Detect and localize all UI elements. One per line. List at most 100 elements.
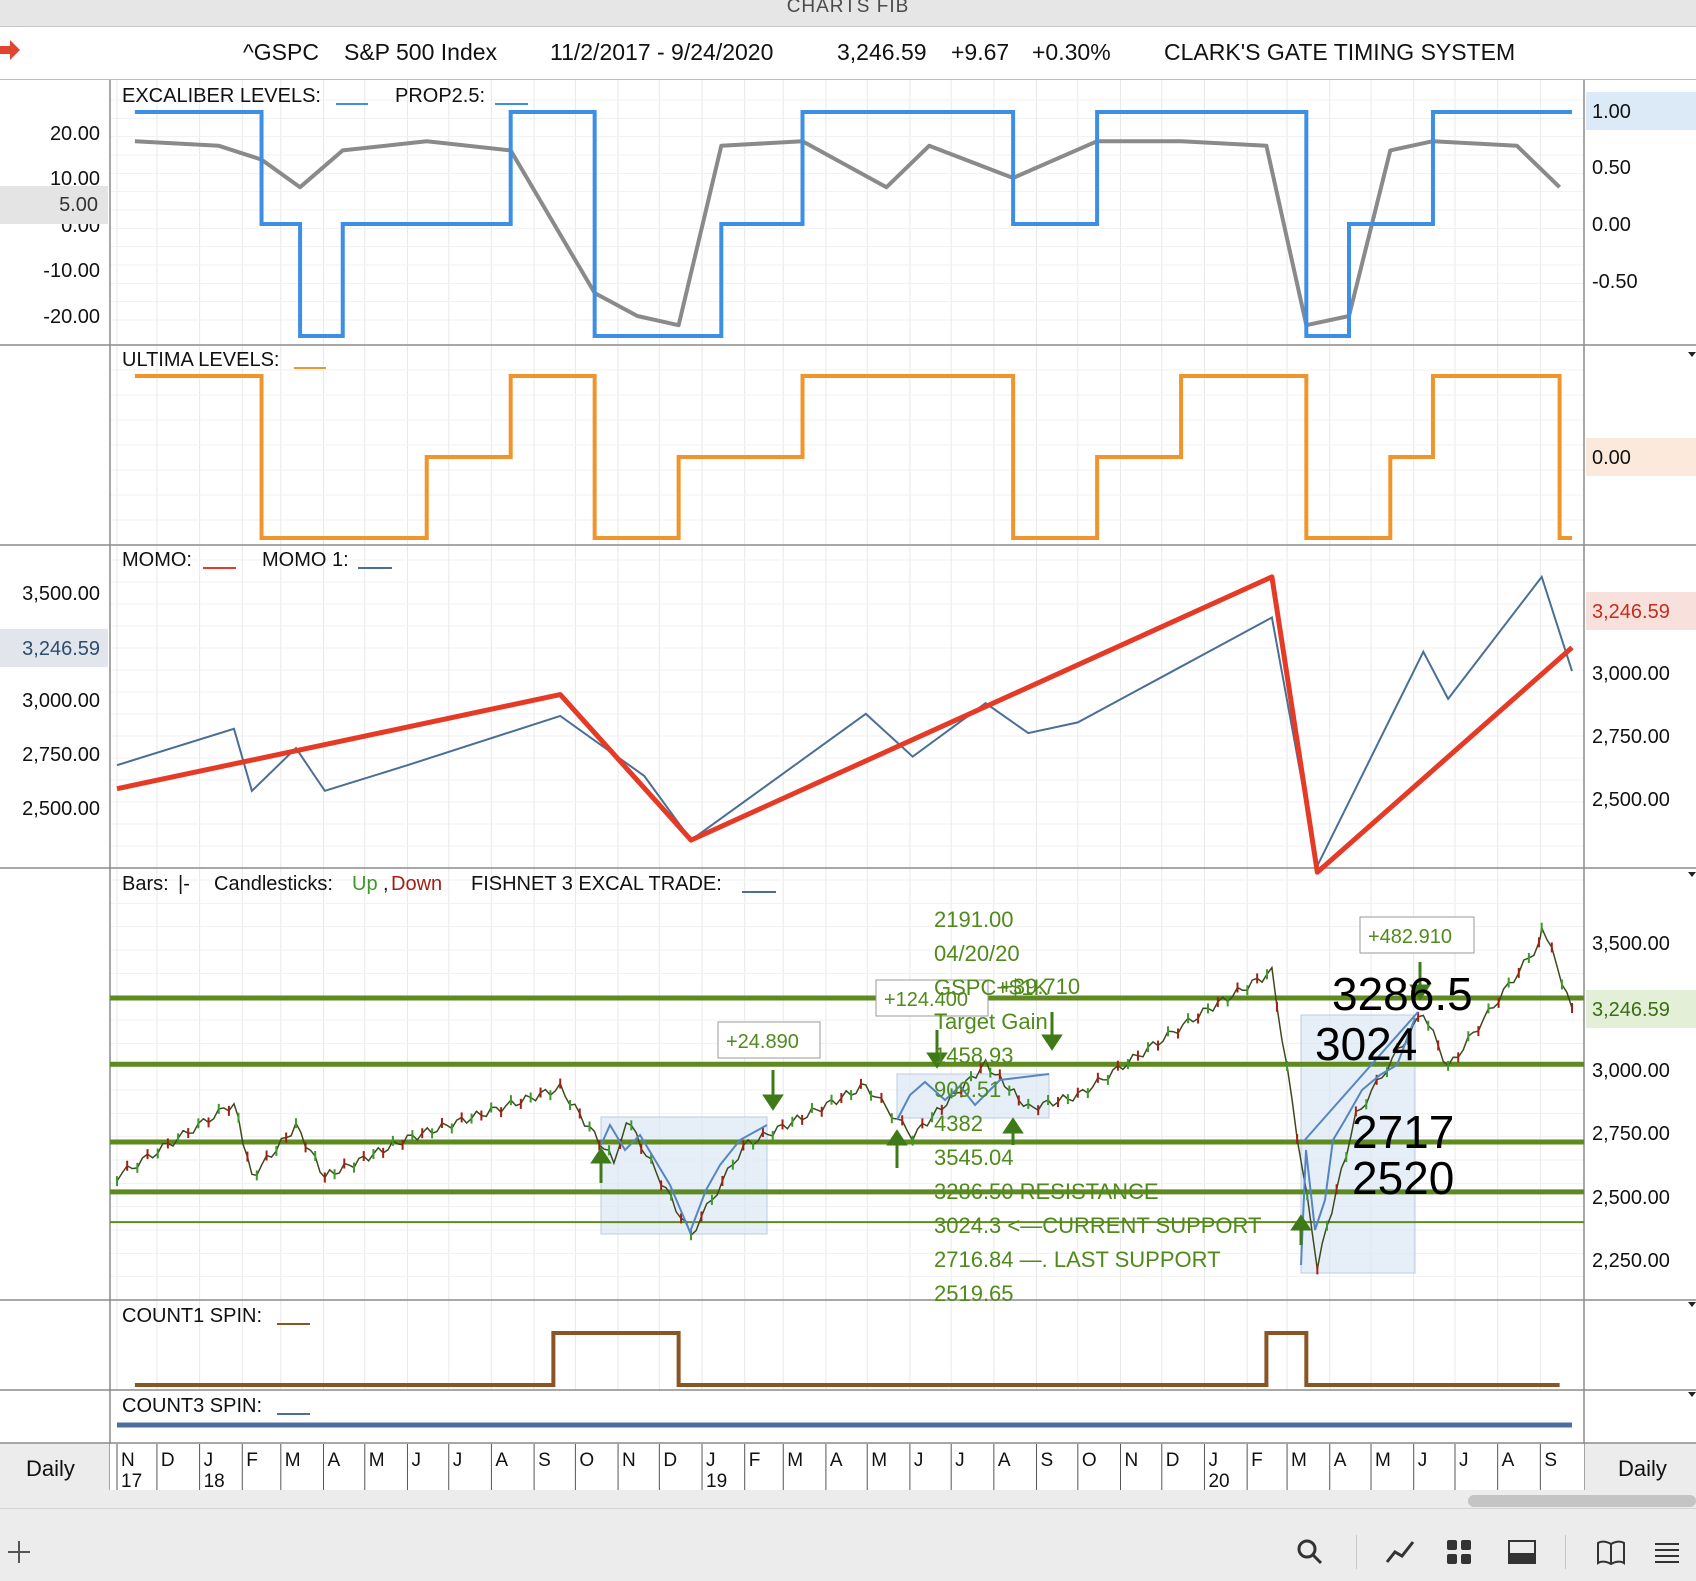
symbol: ^GSPC: [243, 39, 319, 65]
price-right-tick: 2,750.00: [1592, 1123, 1670, 1145]
excaliber-legend: EXCALIBER LEVELS: PROP2.5:: [122, 85, 528, 107]
momo-right-highlight: 3,246.59: [1592, 601, 1670, 623]
prop-legend-label: PROP2.5:: [395, 85, 485, 107]
ultima-legend: ULTIMA LEVELS:: [122, 349, 326, 371]
entry-exit-arrows: [590, 962, 1431, 1245]
excaliber-series: [134, 139, 1562, 328]
right-axis-background: [1584, 80, 1696, 1443]
fishnet-trade-lines: [600, 1011, 1419, 1266]
grid-icon[interactable]: [1444, 1537, 1474, 1567]
month-label: J: [955, 1450, 965, 1471]
annotation: 2191.00: [934, 907, 1014, 932]
excal-right-tick: 0.50: [1592, 157, 1631, 179]
month-label: M: [871, 1450, 887, 1471]
month-label: S: [1041, 1450, 1054, 1471]
year-label: 18: [204, 1471, 225, 1492]
line-chart-icon[interactable]: [1385, 1537, 1415, 1567]
month-label: J: [914, 1450, 924, 1471]
annotation: Target Gain: [934, 1009, 1048, 1034]
panel-menu-arrows[interactable]: [1688, 352, 1696, 1397]
momo-left-highlight: 3,246.59: [0, 629, 108, 667]
month-label: A: [998, 1450, 1011, 1471]
menu-icon[interactable]: [1652, 1537, 1682, 1567]
count1-legend-label: COUNT1 SPIN:: [122, 1305, 262, 1327]
excaliber-legend-label: EXCALIBER LEVELS:: [122, 85, 321, 107]
price-right-ticks: 3,500.00 3,000.00 2,750.00 2,500.00 2,25…: [1586, 933, 1696, 1272]
momo-left-tick: 2,750.00: [22, 744, 100, 766]
chart-area[interactable]: EXCALIBER LEVELS: PROP2.5: 20.00 10.00 0…: [0, 0, 1696, 1508]
month-label: M: [285, 1450, 301, 1471]
arrow-right-icon[interactable]: [0, 37, 22, 63]
time-axis-background: [110, 1444, 1584, 1490]
toolbar-divider: [1356, 1535, 1357, 1569]
annotation: 2716.84 —. LAST SUPPORT: [934, 1247, 1221, 1272]
momo-right-tick: 2,500.00: [1592, 789, 1670, 811]
momo1-series: [116, 574, 1573, 869]
year-label: 19: [706, 1471, 727, 1492]
bars-legend-symbol: |-: [178, 873, 190, 895]
month-label: N: [121, 1450, 135, 1471]
count1-series: [134, 1331, 1560, 1387]
year-label: 17: [121, 1471, 142, 1492]
month-label: A: [830, 1450, 843, 1471]
month-label: A: [1334, 1450, 1347, 1471]
add-icon[interactable]: [4, 1537, 34, 1567]
annotation: 909.51: [934, 1077, 1001, 1102]
month-label: D: [161, 1450, 175, 1471]
momo1-legend-label: MOMO 1:: [262, 549, 349, 571]
candlestick-ticks: [116, 922, 1573, 1275]
count3-legend-label: COUNT3 SPIN:: [122, 1395, 262, 1417]
trade-label-2: +124.400: [884, 989, 968, 1011]
month-label: M: [787, 1450, 803, 1471]
index-name: S&P 500 Index: [344, 39, 498, 65]
month-label: N: [622, 1450, 636, 1471]
price-right-tick: 2,500.00: [1592, 1187, 1670, 1209]
book-icon[interactable]: [1596, 1537, 1626, 1567]
price-right-tick: 3,500.00: [1592, 933, 1670, 955]
annotation: +39.710: [1000, 974, 1080, 999]
month-label: M: [369, 1450, 385, 1471]
excaliber-left-highlight: 5.00: [0, 186, 108, 224]
panel-icon[interactable]: [1507, 1537, 1537, 1567]
big-label-support: 2520: [1352, 1152, 1454, 1204]
price-right-tick: 2,250.00: [1592, 1250, 1670, 1272]
momo-legend-label: MOMO:: [122, 549, 192, 571]
month-label: J: [411, 1450, 421, 1471]
candles-up-label: Up: [352, 873, 378, 895]
toolbar-divider: [1565, 1535, 1566, 1569]
fib-annotations: 2191.00 04/20/20 GSPC+$1K +39.710 Target…: [934, 907, 1261, 1306]
month-label: D: [1166, 1450, 1180, 1471]
annotation: 1458.93: [934, 1043, 1014, 1068]
trade-labels: +24.890 +124.400 +482.910: [717, 916, 1475, 1059]
annotation: 3024.3 <—CURRENT SUPPORT: [934, 1213, 1261, 1238]
candles-comma: ,: [383, 873, 389, 895]
momo-left-tick: 3,500.00: [22, 583, 100, 605]
month-label: S: [538, 1450, 551, 1471]
month-label: J: [204, 1450, 214, 1471]
month-label: J: [1208, 1450, 1218, 1471]
annotation: 2519.65: [934, 1281, 1014, 1306]
search-icon[interactable]: [1295, 1537, 1325, 1567]
excaliber-right-ticks: 1.00 0.50 0.00 -0.50: [1586, 92, 1696, 293]
excal-left-tick: -20.00: [43, 306, 100, 328]
price-change: +9.67: [951, 39, 1010, 65]
candles-legend-label: Candlesticks:: [214, 873, 333, 895]
svg-text:5.00: 5.00: [59, 194, 98, 216]
year-label: 20: [1208, 1471, 1229, 1492]
month-label: F: [246, 1450, 258, 1471]
candles-down-label: Down: [391, 873, 442, 895]
trade-label-3: +482.910: [1368, 926, 1452, 948]
momo-right-tick: 3,000.00: [1592, 663, 1670, 685]
month-label: J: [706, 1450, 716, 1471]
month-label: F: [1251, 1450, 1263, 1471]
support-resistance-lines: [110, 995, 1584, 1224]
quote-header: ^GSPC S&P 500 Index 11/2/2017 - 9/24/202…: [0, 27, 1696, 80]
horizontal-scrollbar[interactable]: [1468, 1495, 1696, 1507]
excal-right-highlight: 1.00: [1592, 101, 1631, 123]
momo-left-ticks: 3,500.00 3,000.00 2,750.00 2,500.00: [22, 583, 100, 820]
month-label: D: [663, 1450, 677, 1471]
bottom-toolbar: [0, 1508, 1696, 1581]
price-legend: Bars: |- Candlesticks: Up , Down FISHNET…: [122, 873, 776, 895]
count3-legend: COUNT3 SPIN:: [122, 1395, 310, 1417]
month-label: A: [495, 1450, 508, 1471]
